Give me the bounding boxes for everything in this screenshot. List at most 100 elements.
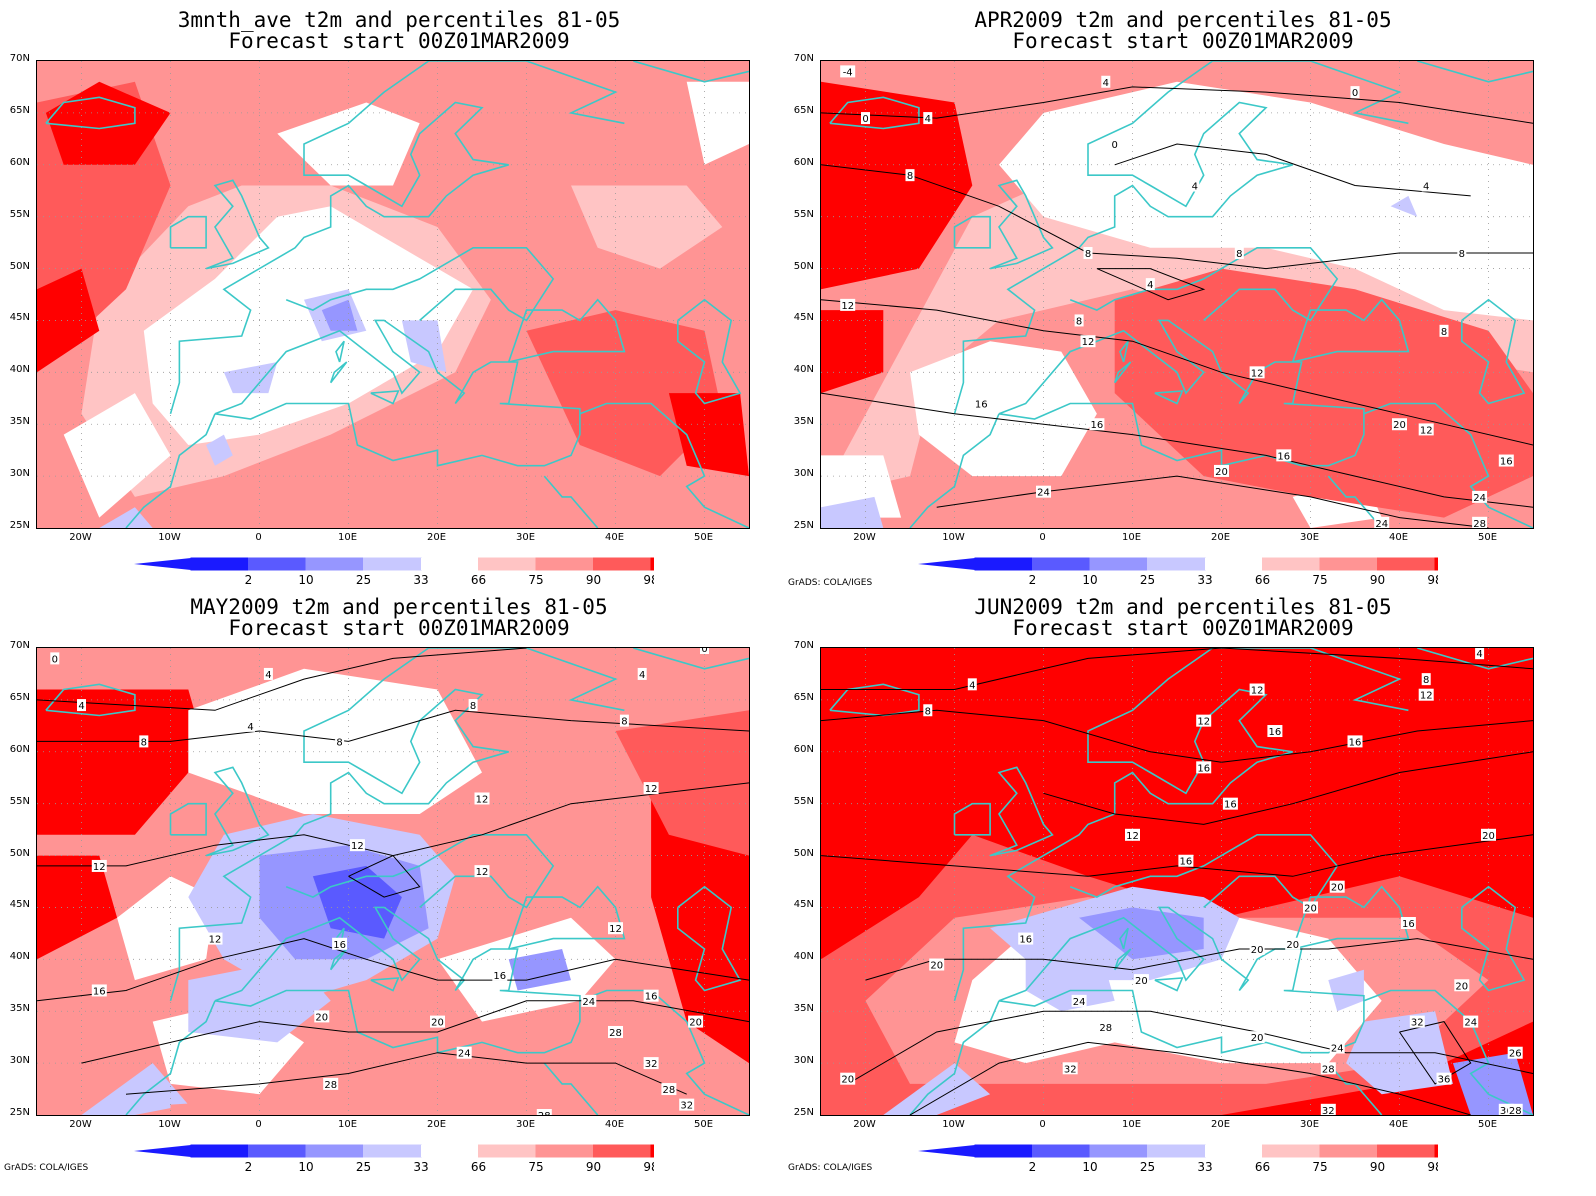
contour-label: 4: [1423, 182, 1429, 193]
contour-label-bg: [1374, 516, 1390, 528]
contour-label-bg: [1285, 937, 1301, 950]
contour-label: 20: [1135, 976, 1148, 987]
map-plot: -4 0 4 4 0 0 4 4 8 8 8 8 4 8 8 12 12 12 16 16 16 20 12 16 20 24 24…: [820, 60, 1534, 529]
coastline: [633, 648, 749, 670]
contour-label-bg: [139, 735, 149, 748]
contour-label: 12: [1251, 368, 1264, 379]
colorbar-swatch: [1032, 1144, 1091, 1158]
isotherm-line: [1043, 751, 1533, 825]
coastline: [205, 179, 270, 270]
contour-label-bg: [1350, 86, 1360, 99]
contour-label: 12: [841, 301, 854, 312]
colorbar-swatch: [650, 1144, 654, 1158]
contour-label: 28: [1099, 1023, 1112, 1034]
coastline: [370, 977, 400, 992]
contour-label-bg: [840, 1072, 856, 1085]
contour-label: 12: [1082, 337, 1095, 348]
contour-label-bg: [1178, 854, 1194, 867]
contour-label-bg: [1475, 648, 1485, 660]
contour-label-bg: [905, 169, 915, 182]
lat-tick-label: 65N: [793, 691, 814, 703]
contour-label-bg: [643, 782, 659, 795]
percentile-region: [571, 185, 723, 269]
isotherm-line: [37, 782, 749, 867]
contour-label-bg: [91, 984, 107, 997]
lat-tick-label: 70N: [9, 53, 30, 64]
map-svg: 0 4 4 4 0 4 8 8 8 8 12 12 12 12 12 12 16 12 16 16 16 20 20 20 24…: [37, 648, 749, 1115]
coastline: [1113, 361, 1132, 384]
chart-subtitle: Forecast start 00Z01MAR2009: [228, 29, 570, 53]
colorbar-swatch: [421, 558, 479, 570]
contour-label: 16: [975, 399, 988, 410]
lon-tick-label: 0: [255, 1119, 262, 1130]
colorbar: 2 10 25 33 66 75 90 98: [918, 557, 1438, 586]
map-plot: 4 4 8 8 12 12 12 16 16 16 16 12 16 20 20 20 16 16 20 20 20 20…: [820, 647, 1534, 1116]
contour-label: 28: [538, 1111, 551, 1115]
percentile-region: [401, 320, 447, 373]
coastline: [953, 61, 1409, 415]
isotherm-line: [1399, 1021, 1472, 1085]
contour-label-bg: [1457, 246, 1467, 259]
percentile-region: [63, 393, 171, 518]
lon-tick-label: 20W: [853, 1119, 876, 1130]
contour-label-bg: [1080, 335, 1096, 348]
contour-label-bg: [1329, 880, 1345, 893]
lat-tick-label: 30N: [9, 468, 30, 480]
percentile-region: [1328, 969, 1364, 1012]
contour-label: 4: [1192, 182, 1198, 193]
contour-label-bg: [1110, 138, 1120, 151]
contour-label-bg: [1018, 932, 1034, 945]
coastline: [1154, 977, 1184, 992]
contour-label: 12: [645, 784, 658, 795]
lat-tick-label: 55N: [9, 208, 30, 220]
contour-label: 20: [930, 961, 943, 972]
percentile-region: [117, 876, 215, 981]
coastline: [1291, 885, 1410, 950]
contour-label: 24: [1464, 1018, 1477, 1029]
panel-apr2009: APR2009 t2m and percentiles 81-05 Foreca…: [784, 0, 1582, 598]
contour-label-bg: [700, 648, 709, 654]
isotherm-line: [37, 709, 749, 742]
isotherm-line: [909, 1041, 1471, 1115]
contour-label: 24: [1073, 997, 1086, 1008]
percentile-region: [821, 310, 884, 394]
lat-tick-label: 25N: [9, 520, 30, 531]
coastline: [633, 61, 749, 83]
contour-label-bg: [608, 922, 623, 935]
lat-tick-label: 60N: [793, 156, 814, 168]
percentile-region: [615, 710, 749, 856]
colorbar-swatch: [1434, 557, 1438, 571]
percentile-region: [821, 455, 902, 518]
lat-tick-label: 45N: [9, 899, 30, 911]
lon-tick-label: 10W: [942, 532, 965, 543]
colorbar-label: 98: [1427, 573, 1438, 586]
contour-label: 16: [1277, 451, 1290, 462]
contour-label: 16: [1224, 800, 1237, 811]
colorbar-swatch: [974, 557, 1033, 571]
isotherm-line: [821, 709, 1533, 763]
contour-label-bg: [1249, 1031, 1265, 1044]
colorbar-label: 33: [1197, 1160, 1212, 1173]
lat-tick-label: 70N: [793, 53, 814, 64]
contour-label: 0: [1352, 88, 1358, 99]
lat-tick-label: 60N: [9, 156, 30, 168]
coastline: [1327, 1062, 1383, 1115]
colorbar-swatch: [363, 557, 422, 571]
coastline: [1460, 885, 1526, 992]
colorbar-swatch: [593, 1144, 652, 1158]
coastline: [1113, 948, 1132, 971]
coastline: [169, 61, 625, 415]
colorbar-swatch: [1377, 557, 1436, 571]
contour-label: 36: [1438, 1075, 1451, 1086]
map-plot: [36, 60, 750, 529]
contour-label-bg: [1101, 75, 1111, 88]
contour-label: 16: [1091, 420, 1104, 431]
coastline: [214, 319, 581, 467]
contour-label-bg: [1439, 324, 1449, 337]
colorbar-label: 33: [413, 573, 428, 586]
percentile-region: [277, 102, 420, 186]
lon-tick-label: 30E: [515, 532, 536, 543]
contour-label: 24: [1375, 519, 1388, 528]
colorbar-swatch: [248, 557, 307, 571]
contour-label: 8: [1441, 327, 1447, 338]
